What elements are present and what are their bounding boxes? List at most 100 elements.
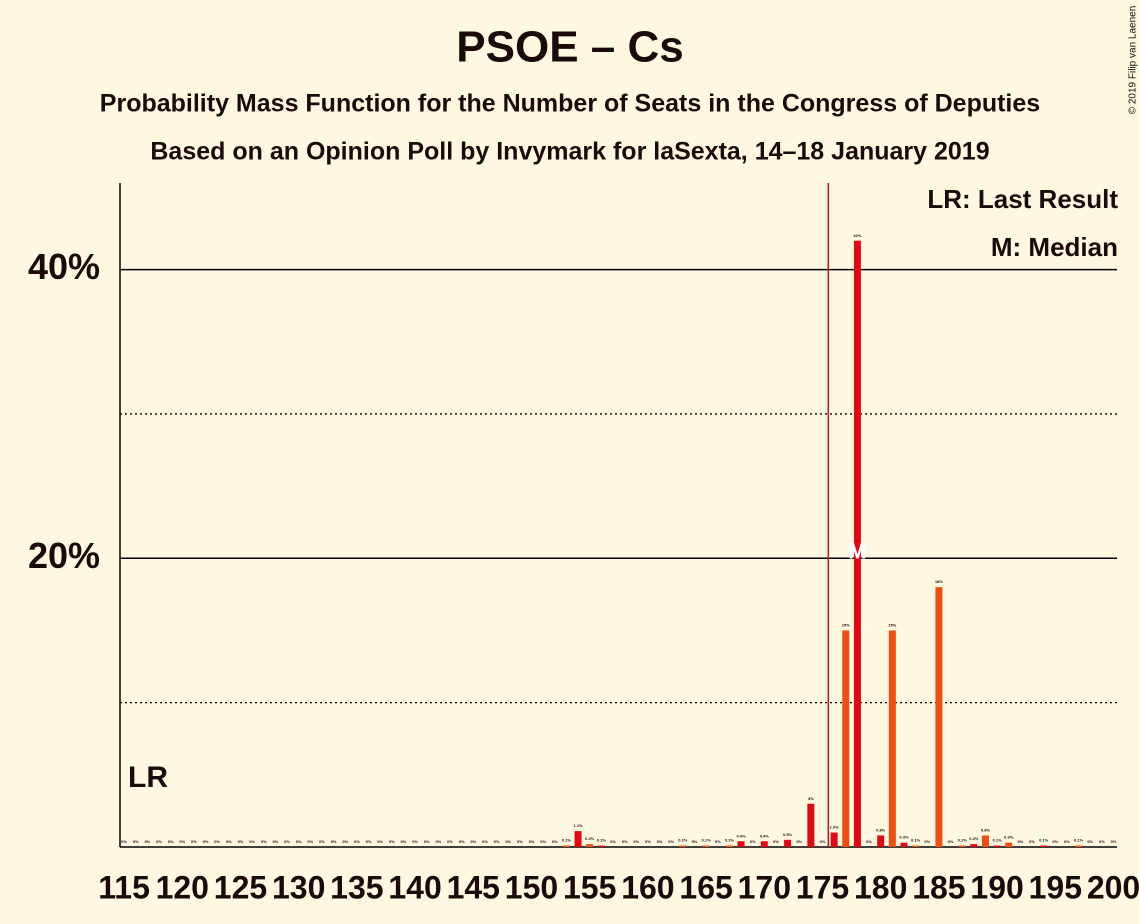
chart-subtitle: Probability Mass Function for the Number… (100, 90, 1040, 118)
bar (993, 845, 1001, 847)
bar (830, 832, 838, 847)
bar (784, 839, 792, 847)
value-label: 0% (389, 839, 395, 844)
value-label: 0% (494, 839, 500, 844)
value-label: 0% (482, 839, 488, 844)
value-label: 0% (796, 839, 802, 844)
value-label: 0% (529, 839, 535, 844)
value-label: 0% (1029, 839, 1035, 844)
value-label: 0% (121, 839, 127, 844)
x-tick-label: 140 (388, 869, 441, 905)
chart-subtitle: Based on an Opinion Poll by Invymark for… (150, 138, 989, 166)
value-label: 0% (133, 839, 139, 844)
x-tick-label: 145 (447, 869, 500, 905)
value-label: 0% (668, 839, 674, 844)
value-label: 0% (331, 839, 337, 844)
value-label: 0.1% (911, 838, 921, 843)
value-label: 1.1% (573, 823, 583, 828)
value-label: 0% (470, 839, 476, 844)
x-tick-label: 185 (912, 869, 965, 905)
value-label: 0% (552, 839, 558, 844)
value-label: 0% (1087, 839, 1093, 844)
value-label: 15% (842, 623, 850, 628)
value-label: 0.1% (725, 838, 735, 843)
value-label: 0% (307, 839, 313, 844)
value-label: 0% (1111, 839, 1117, 844)
x-tick-label: 125 (214, 869, 267, 905)
value-label: 0% (214, 839, 220, 844)
x-tick-label: 165 (679, 869, 732, 905)
bar (807, 803, 815, 847)
value-label: 0% (657, 839, 663, 844)
chart-title: PSOE – Cs (456, 23, 683, 72)
value-label: 0% (1099, 839, 1105, 844)
value-label: 0% (319, 839, 325, 844)
value-label: 0% (633, 839, 639, 844)
bar (981, 835, 989, 847)
value-label: 0% (435, 839, 441, 844)
x-tick-label: 200 (1087, 869, 1139, 905)
value-label: 0.1% (1074, 838, 1084, 843)
value-label: 0.3% (899, 835, 909, 840)
value-label: 0% (191, 839, 197, 844)
value-label: 0% (273, 839, 279, 844)
value-label: 0% (715, 839, 721, 844)
median-marker: M (848, 539, 866, 564)
x-tick-label: 180 (854, 869, 907, 905)
last-result-label: LR (128, 761, 168, 794)
value-label: 0.8% (981, 828, 991, 833)
x-tick-label: 115 (98, 869, 150, 905)
value-label: 0% (412, 839, 418, 844)
value-label: 0% (773, 839, 779, 844)
bar (679, 845, 687, 847)
value-label: 0.1% (1039, 838, 1049, 843)
value-label: 0% (447, 839, 453, 844)
value-label: 0% (924, 839, 930, 844)
bar (900, 842, 908, 847)
value-label: 0% (261, 839, 267, 844)
value-label: 0.1% (597, 838, 607, 843)
bar (1075, 845, 1083, 847)
value-label: 0.3% (1004, 835, 1014, 840)
bar (1005, 842, 1013, 847)
value-label: 0% (540, 839, 546, 844)
value-label: 0% (517, 839, 523, 844)
value-label: 0% (948, 839, 954, 844)
value-label: 0% (459, 839, 465, 844)
value-label: 0.2% (585, 836, 595, 841)
value-label: 0.1% (958, 838, 968, 843)
bar (935, 587, 943, 847)
value-label: 0.1% (678, 838, 688, 843)
value-label: 0% (226, 839, 232, 844)
bar (702, 845, 710, 847)
bar (888, 630, 896, 847)
bar (562, 845, 570, 847)
bar (958, 845, 966, 847)
x-tick-label: 195 (1029, 869, 1082, 905)
value-label: 0% (401, 839, 407, 844)
bar (597, 845, 605, 847)
bar (912, 845, 920, 847)
value-label: 0% (1064, 839, 1070, 844)
bar (970, 844, 978, 847)
legend-entry: M: Median (991, 232, 1118, 262)
x-tick-label: 170 (738, 869, 791, 905)
x-tick-label: 150 (505, 869, 558, 905)
value-label: 0% (1017, 839, 1023, 844)
value-label: 0% (249, 839, 255, 844)
value-label: 0.1% (562, 838, 572, 843)
bar (842, 630, 850, 847)
value-label: 0.8% (876, 828, 886, 833)
value-label: 0.1% (993, 838, 1003, 843)
value-label: 0.1% (702, 838, 712, 843)
value-label: 0% (238, 839, 244, 844)
value-label: 0% (296, 839, 302, 844)
value-label: 0% (1052, 839, 1058, 844)
bar (760, 841, 768, 847)
bar (574, 831, 582, 847)
x-tick-label: 175 (796, 869, 849, 905)
value-label: 3% (808, 796, 814, 801)
bar (877, 835, 885, 847)
value-label: 0% (505, 839, 511, 844)
